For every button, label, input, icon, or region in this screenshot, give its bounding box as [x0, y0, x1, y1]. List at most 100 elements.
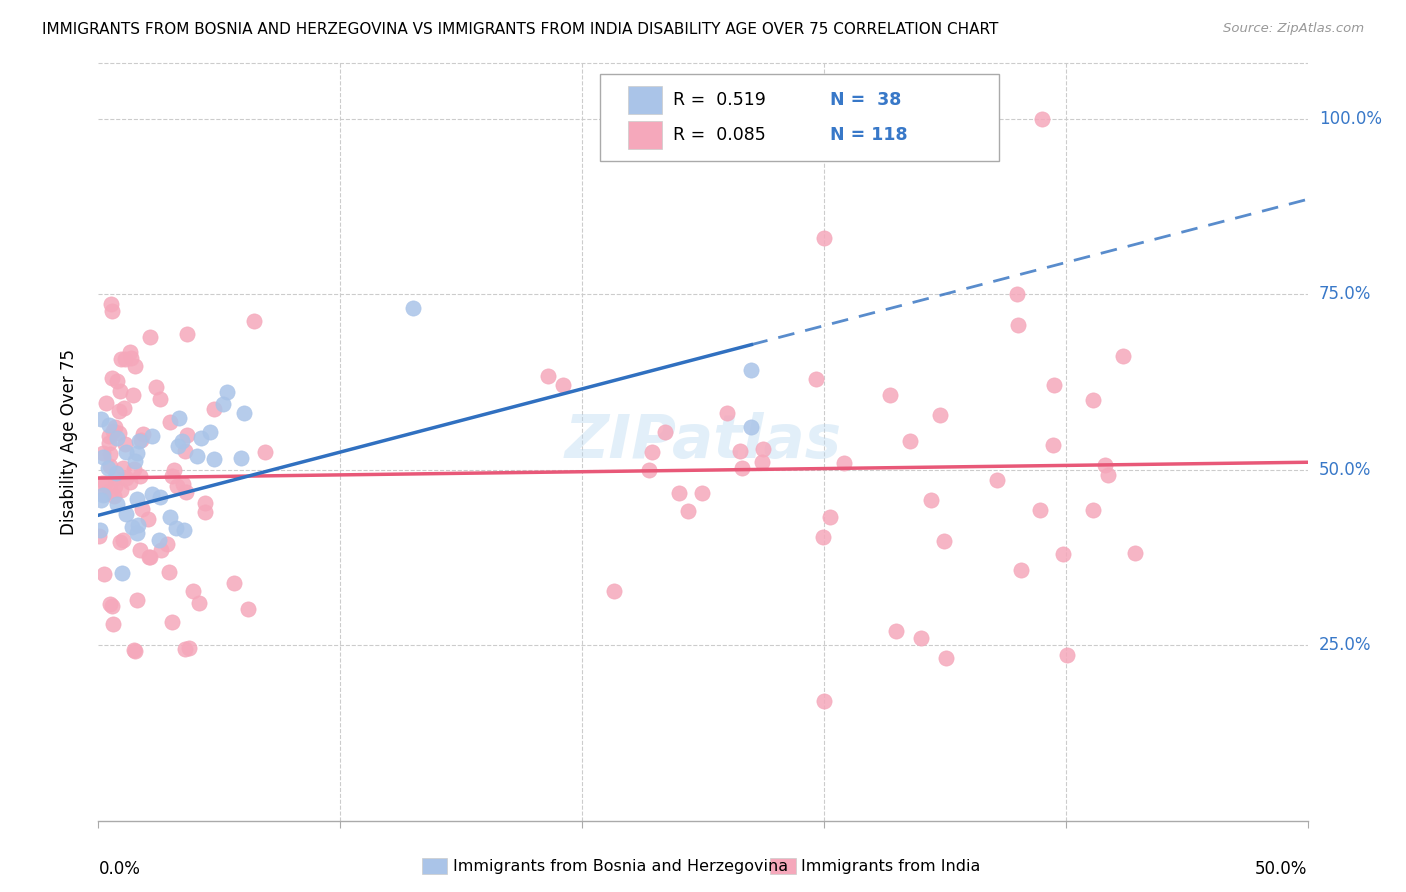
Point: [149, 392, 172, 406]
Point: [114, 437, 136, 451]
Point: [104, 470, 127, 484]
Point: [101, 371, 124, 385]
FancyBboxPatch shape: [628, 86, 662, 114]
Point: [638, 463, 661, 477]
Point: [813, 231, 835, 245]
Point: [676, 503, 699, 517]
Point: [186, 450, 208, 464]
Point: [1031, 112, 1053, 126]
Point: [97, 436, 120, 450]
Point: [91, 446, 114, 460]
Text: N = 118: N = 118: [830, 126, 908, 144]
Point: [87, 529, 110, 543]
Point: [170, 434, 193, 448]
Point: [160, 469, 183, 483]
Point: [1007, 287, 1029, 301]
Point: [1123, 546, 1146, 560]
Point: [138, 549, 160, 564]
Point: [166, 479, 188, 493]
Point: [1056, 648, 1078, 662]
Point: [202, 451, 225, 466]
Point: [243, 313, 266, 327]
Point: [602, 584, 624, 599]
Point: [108, 535, 131, 549]
Point: [124, 644, 146, 658]
Point: [193, 496, 215, 510]
Point: [740, 420, 762, 434]
Point: [127, 445, 149, 459]
Point: [740, 363, 762, 377]
Text: R =  0.085: R = 0.085: [672, 126, 765, 144]
Text: R =  0.519: R = 0.519: [672, 91, 766, 109]
Text: Source: ZipAtlas.com: Source: ZipAtlas.com: [1223, 22, 1364, 36]
Text: 75.0%: 75.0%: [1319, 285, 1371, 303]
Point: [167, 411, 190, 425]
Point: [93, 487, 115, 501]
Point: [91, 488, 114, 502]
Point: [176, 428, 198, 442]
Point: [163, 463, 186, 477]
Point: [108, 425, 131, 440]
Point: [124, 359, 146, 374]
Point: [125, 492, 148, 507]
Point: [173, 444, 195, 458]
Point: [138, 549, 160, 564]
Point: [640, 445, 662, 459]
Point: [107, 403, 129, 417]
Point: [1029, 502, 1052, 516]
Point: [141, 487, 163, 501]
Point: [97, 461, 120, 475]
Point: [1094, 458, 1116, 472]
Point: [90, 493, 112, 508]
Point: [751, 455, 773, 469]
Point: [120, 351, 142, 365]
Point: [136, 512, 159, 526]
Point: [105, 497, 128, 511]
Point: [105, 374, 128, 388]
Point: [932, 533, 955, 548]
Text: 50.0%: 50.0%: [1319, 460, 1371, 479]
Point: [132, 427, 155, 442]
Point: [1007, 318, 1029, 333]
Point: [101, 303, 124, 318]
Point: [100, 297, 122, 311]
Point: [920, 492, 942, 507]
Point: [222, 576, 245, 591]
Point: [90, 476, 112, 491]
Point: [121, 388, 143, 402]
Point: [173, 524, 195, 538]
Point: [177, 641, 200, 656]
Point: [127, 526, 149, 541]
Point: [1083, 502, 1105, 516]
Point: [120, 475, 142, 489]
Point: [98, 458, 121, 473]
Point: [110, 352, 132, 367]
Point: [104, 419, 127, 434]
Text: Immigrants from India: Immigrants from India: [801, 859, 981, 873]
Point: [229, 450, 252, 465]
Point: [159, 510, 181, 524]
Point: [929, 408, 952, 422]
Point: [157, 565, 180, 579]
Point: [172, 477, 194, 491]
Point: [198, 425, 221, 439]
Point: [174, 485, 197, 500]
FancyBboxPatch shape: [628, 121, 662, 149]
Point: [111, 460, 134, 475]
Text: 0.0%: 0.0%: [98, 860, 141, 878]
Point: [731, 460, 754, 475]
Point: [159, 415, 181, 429]
Point: [105, 431, 128, 445]
Point: [1052, 547, 1074, 561]
Point: [128, 434, 150, 449]
Text: 50.0%: 50.0%: [1256, 860, 1308, 878]
Point: [654, 425, 676, 440]
Text: 25.0%: 25.0%: [1319, 636, 1371, 654]
Point: [804, 372, 827, 386]
Point: [127, 592, 149, 607]
Text: Immigrants from Bosnia and Herzegovina: Immigrants from Bosnia and Herzegovina: [453, 859, 787, 873]
Point: [813, 694, 835, 708]
Point: [149, 490, 172, 504]
Point: [89, 523, 111, 537]
Point: [98, 484, 121, 499]
